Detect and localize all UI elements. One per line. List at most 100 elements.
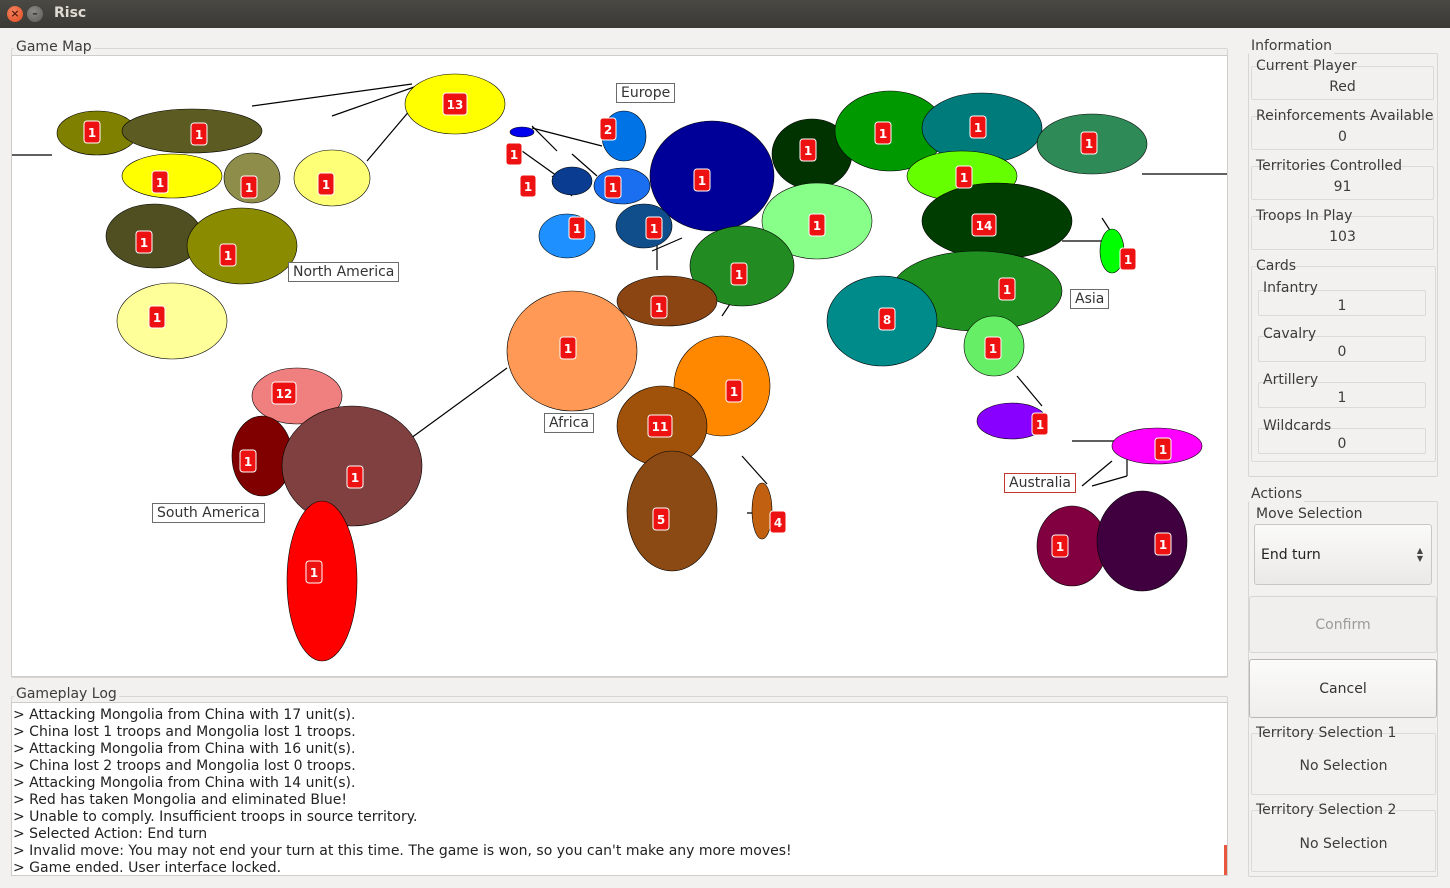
territory[interactable] — [116, 282, 228, 360]
troop-badge[interactable]: 1 — [808, 213, 826, 237]
confirm-button[interactable]: Confirm — [1249, 596, 1437, 653]
troop-badge[interactable]: 1 — [1119, 247, 1137, 271]
territory-selection-1-label: Territory Selection 1 — [1256, 725, 1397, 741]
troop-badge[interactable]: 1 — [650, 295, 668, 319]
troop-badge[interactable]: 1 — [559, 336, 577, 360]
troop-count: 1 — [156, 176, 164, 190]
territory[interactable] — [921, 182, 1073, 260]
territory[interactable] — [121, 153, 223, 199]
move-selection-dropdown[interactable]: End turn ▲ ▼ — [1254, 524, 1432, 585]
troop-badge[interactable]: 1 — [1154, 532, 1172, 556]
troop-badge[interactable]: 5 — [652, 507, 670, 531]
game-map[interactable]: 13 1 1 1 1 1 1 1 1 1 2 1 1 1 1 1 1 1 1 1 1 14 1 1 1 1 8 1 1 1 1 1 1 1 1 11 5… — [11, 55, 1228, 677]
troop-count: 1 — [650, 222, 658, 236]
troop-count: 1 — [1085, 137, 1093, 151]
log-lines: > Attacking Mongolia from China with 17 … — [12, 707, 792, 875]
troop-badge[interactable]: 1 — [317, 172, 335, 196]
troop-badge[interactable]: 12 — [271, 381, 297, 405]
territory[interactable] — [626, 450, 718, 572]
troop-badge[interactable]: 14 — [971, 213, 997, 237]
close-icon[interactable]: × — [7, 6, 23, 22]
territory[interactable] — [593, 167, 651, 205]
troop-badge[interactable]: 1 — [998, 277, 1016, 301]
territory[interactable] — [615, 203, 673, 249]
cancel-button[interactable]: Cancel — [1249, 659, 1437, 718]
wildcards-label: Wildcards — [1263, 418, 1332, 434]
cavalry-value: 0 — [1337, 344, 1347, 360]
troop-badge[interactable]: 1 — [151, 170, 169, 194]
territory[interactable] — [1036, 505, 1108, 587]
troop-badge[interactable]: 13 — [442, 92, 468, 116]
troop-badge[interactable]: 1 — [505, 142, 523, 166]
gameplay-log[interactable]: > Attacking Mongolia from China with 17 … — [11, 702, 1228, 876]
troop-badge[interactable]: 1 — [219, 243, 237, 267]
troop-badge[interactable]: 1 — [874, 121, 892, 145]
territory[interactable] — [105, 203, 203, 269]
territory-selection-2-value: No Selection — [1299, 836, 1388, 852]
troop-badge[interactable]: 1 — [1080, 131, 1098, 155]
troop-count: 1 — [1159, 538, 1167, 552]
actions-group — [1248, 501, 1438, 877]
territory[interactable] — [538, 213, 596, 259]
minimize-icon[interactable]: – — [27, 6, 43, 22]
log-scrollbar[interactable] — [1224, 845, 1227, 875]
troop-badge[interactable]: 1 — [604, 175, 622, 199]
troop-count: 12 — [276, 387, 293, 401]
territory[interactable] — [649, 120, 775, 232]
continent-label-europe: Europe — [616, 83, 676, 103]
troop-badge[interactable]: 1 — [240, 175, 258, 199]
troop-badge[interactable]: 1 — [519, 174, 537, 198]
infantry-value: 1 — [1337, 298, 1347, 314]
current-player-box — [1251, 66, 1434, 100]
troop-count: 1 — [813, 219, 821, 233]
troop-badge[interactable]: 1 — [693, 168, 711, 192]
cards-title: Cards — [1256, 258, 1297, 274]
troop-badge[interactable]: 1 — [955, 165, 973, 189]
troop-badge[interactable]: 1 — [135, 230, 153, 254]
territory[interactable] — [1096, 490, 1188, 592]
territory[interactable] — [186, 207, 298, 285]
troop-badge[interactable]: 1 — [1031, 412, 1049, 436]
log-line: > Attacking Mongolia from China with 14 … — [13, 775, 356, 791]
territory-selection-1-box — [1251, 733, 1436, 795]
troop-badge[interactable]: 1 — [305, 560, 323, 584]
troop-badge[interactable]: 2 — [599, 117, 617, 141]
territories-value: 91 — [1333, 179, 1352, 195]
troop-badge[interactable]: 1 — [969, 115, 987, 139]
troop-badge[interactable]: 1 — [645, 216, 663, 240]
troop-count: 1 — [609, 181, 617, 195]
artillery-value: 1 — [1337, 390, 1347, 406]
territory[interactable] — [551, 166, 593, 196]
move-selection-value: End turn — [1261, 547, 1321, 563]
troop-badge[interactable]: 1 — [730, 262, 748, 286]
troop-count: 1 — [1036, 418, 1044, 432]
troop-badge[interactable]: 1 — [83, 120, 101, 144]
troop-badge[interactable]: 1 — [190, 122, 208, 146]
troop-badge[interactable]: 1 — [1154, 437, 1172, 461]
troop-badge[interactable]: 11 — [647, 414, 673, 438]
troop-count: 1 — [573, 222, 581, 236]
troop-count: 8 — [883, 313, 891, 327]
troop-badge[interactable]: 1 — [568, 216, 586, 240]
continent-label-south-america: South America — [152, 503, 265, 523]
troop-badge[interactable]: 1 — [984, 336, 1002, 360]
troop-count: 1 — [735, 268, 743, 282]
gameplay-log-title: Gameplay Log — [14, 686, 119, 702]
troop-badge[interactable]: 1 — [239, 449, 257, 473]
troops-box — [1251, 216, 1434, 250]
troop-badge[interactable]: 1 — [346, 465, 364, 489]
troop-count: 1 — [351, 471, 359, 485]
territory[interactable] — [751, 482, 773, 540]
cards-group — [1251, 266, 1436, 462]
reinforcements-box — [1251, 116, 1434, 150]
log-line: > Attacking Mongolia from China with 16 … — [13, 741, 356, 757]
troop-badge[interactable]: 1 — [1051, 534, 1069, 558]
troop-badge[interactable]: 1 — [725, 379, 743, 403]
troop-badge[interactable]: 1 — [799, 138, 817, 162]
territory[interactable] — [509, 126, 535, 138]
troop-badge[interactable]: 1 — [148, 305, 166, 329]
log-line: > Invalid move: You may not end your tur… — [13, 843, 792, 859]
troop-badge[interactable]: 4 — [769, 510, 787, 534]
troop-badge[interactable]: 8 — [878, 307, 896, 331]
